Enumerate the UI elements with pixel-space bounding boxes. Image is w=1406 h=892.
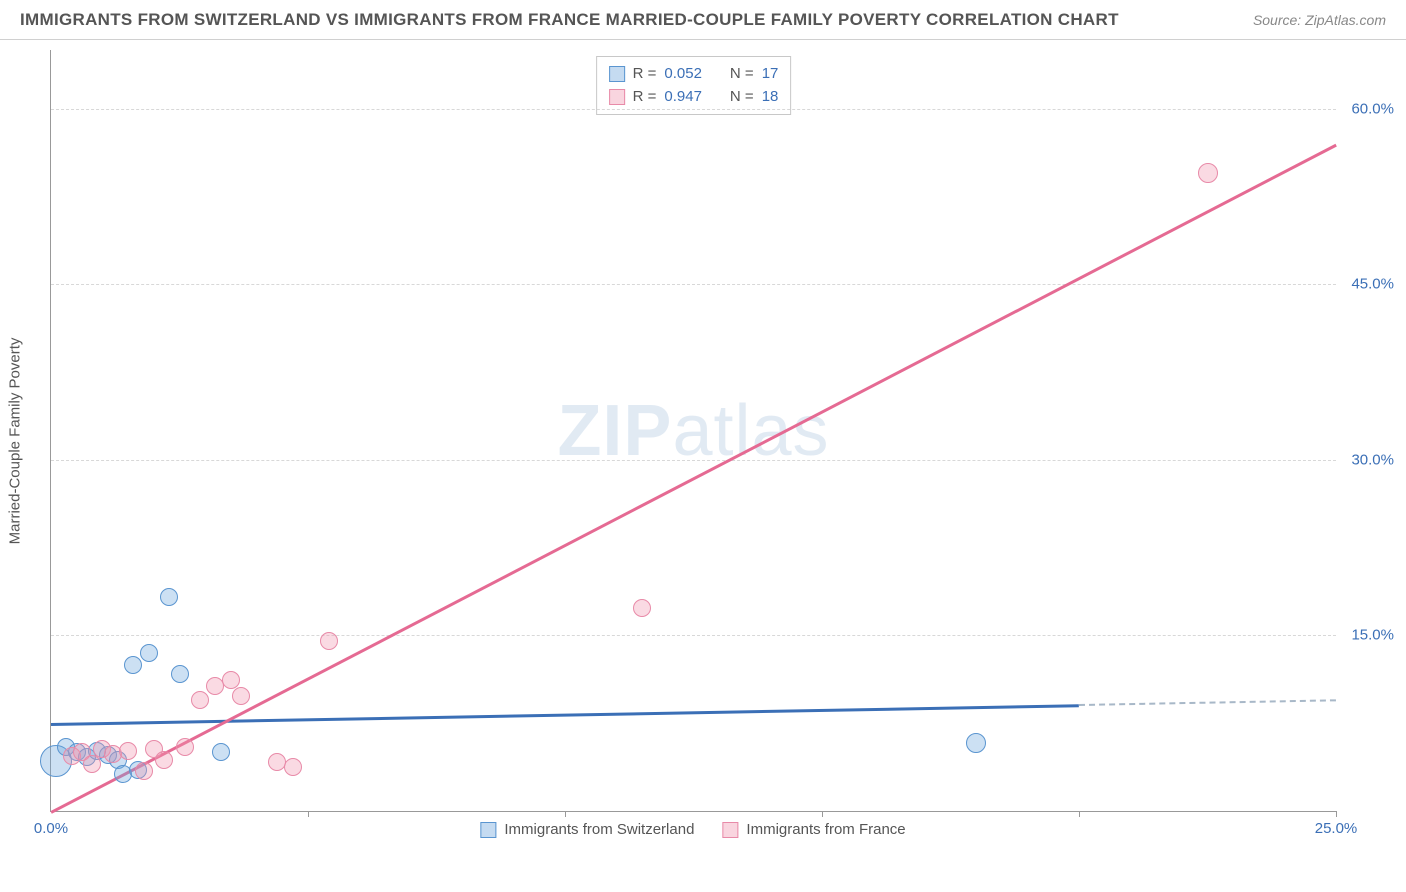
data-point-france (633, 599, 651, 617)
legend-label: Immigrants from France (746, 821, 905, 838)
x-tick-label: 25.0% (1315, 820, 1358, 837)
n-value: 18 (762, 86, 779, 109)
gridline-h (51, 109, 1336, 110)
legend-correlation: R = 0.052 N = 17 R = 0.947 N = 18 (596, 56, 792, 115)
chart-area: Married-Couple Family Poverty ZIPatlas R… (50, 40, 1336, 842)
r-label: R = (633, 86, 657, 109)
legend-item-switzerland: Immigrants from Switzerland (480, 821, 694, 838)
y-tick-label: 15.0% (1351, 627, 1394, 644)
plot-region: ZIPatlas R = 0.052 N = 17 R = 0.947 N = … (50, 50, 1336, 812)
data-point-france (119, 742, 137, 760)
gridline-h (51, 284, 1336, 285)
legend-label: Immigrants from Switzerland (504, 821, 694, 838)
x-tick (822, 811, 823, 817)
gridline-h (51, 460, 1336, 461)
data-point-switzerland (171, 665, 189, 683)
data-point-france (83, 755, 101, 773)
data-point-france (222, 671, 240, 689)
legend-row-france: R = 0.947 N = 18 (609, 86, 779, 109)
swatch-blue-icon (609, 66, 625, 82)
trend-line-switzerland (51, 704, 1079, 725)
y-tick-label: 60.0% (1351, 100, 1394, 117)
y-axis-label: Married-Couple Family Poverty (7, 338, 24, 545)
data-point-france (320, 632, 338, 650)
swatch-blue-icon (480, 822, 496, 838)
legend-row-switzerland: R = 0.052 N = 17 (609, 63, 779, 86)
data-point-switzerland (124, 656, 142, 674)
r-value: 0.947 (664, 86, 702, 109)
data-point-france (155, 751, 173, 769)
legend-item-france: Immigrants from France (722, 821, 905, 838)
chart-title: IMMIGRANTS FROM SWITZERLAND VS IMMIGRANT… (20, 10, 1119, 30)
x-tick-label: 0.0% (34, 820, 68, 837)
data-point-switzerland (160, 588, 178, 606)
data-point-france (191, 691, 209, 709)
y-tick-label: 30.0% (1351, 451, 1394, 468)
data-point-france (284, 758, 302, 776)
data-point-switzerland (212, 743, 230, 761)
x-tick (1336, 811, 1337, 817)
data-point-france (135, 762, 153, 780)
swatch-pink-icon (722, 822, 738, 838)
gridline-h (51, 635, 1336, 636)
x-tick (565, 811, 566, 817)
data-point-france (232, 687, 250, 705)
data-point-france (1198, 163, 1218, 183)
n-value: 17 (762, 63, 779, 86)
n-label: N = (730, 86, 754, 109)
chart-source: Source: ZipAtlas.com (1253, 12, 1386, 28)
legend-series: Immigrants from Switzerland Immigrants f… (480, 821, 905, 838)
data-point-switzerland (140, 644, 158, 662)
chart-header: IMMIGRANTS FROM SWITZERLAND VS IMMIGRANT… (0, 0, 1406, 40)
data-point-france (176, 738, 194, 756)
x-tick (308, 811, 309, 817)
r-value: 0.052 (664, 63, 702, 86)
swatch-pink-icon (609, 89, 625, 105)
n-label: N = (730, 63, 754, 86)
r-label: R = (633, 63, 657, 86)
x-tick (1079, 811, 1080, 817)
data-point-switzerland (966, 733, 986, 753)
y-tick-label: 45.0% (1351, 276, 1394, 293)
trend-line-dash-switzerland (1079, 700, 1336, 707)
